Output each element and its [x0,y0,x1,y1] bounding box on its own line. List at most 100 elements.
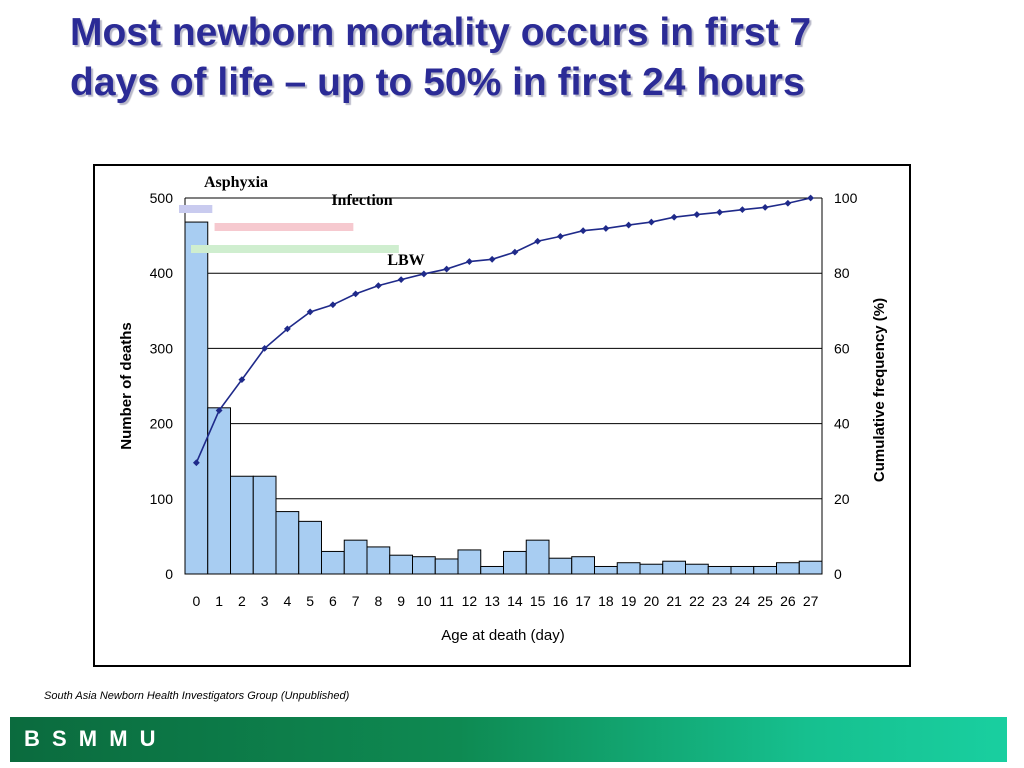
cumulative-marker-day-26 [784,199,792,207]
annotation-label-infection: Infection [331,192,392,209]
x-tick-label-9: 9 [397,593,405,609]
y-axis-label: Number of deaths [118,322,135,450]
x-tick-label-22: 22 [689,593,705,609]
cumulative-marker-day-3 [261,345,269,352]
y-tick-label-300: 300 [150,340,174,356]
cause-annotations: Asphyxia Infection LBW [179,174,425,269]
cumulative-marker-day-15 [534,237,542,245]
cumulative-marker-day-5 [306,308,314,316]
x-tick-label-24: 24 [735,593,751,609]
title-line-1: Most newborn mortality occurs in first 7 [70,11,812,54]
x-tick-label-15: 15 [530,593,546,609]
x-tick-label-3: 3 [261,593,269,609]
cumulative-marker-day-19 [625,221,633,229]
slide-title: Most newborn mortality occurs in first 7… [70,8,970,108]
bar-day-21 [662,560,686,575]
cumulative-marker-day-8 [374,282,382,290]
cumulative-marker-day-6 [329,301,337,309]
cumulative-marker-day-20 [647,218,655,226]
bar-day-5 [298,520,322,575]
bar-series [184,221,823,575]
cumulative-marker-day-4 [283,325,291,333]
x-tick-label-21: 21 [666,593,682,609]
bar-day-24 [730,565,755,575]
cumulative-marker-day-25 [761,204,769,211]
y2-tick-label-80: 80 [834,265,850,281]
bar-day-16 [548,557,573,575]
cumulative-marker-day-12 [465,258,473,265]
y2-tick-label-100: 100 [834,190,858,206]
y2-tick-label-60: 60 [834,340,850,356]
y2-tick-label-0: 0 [834,566,842,582]
bar-day-14 [503,550,527,575]
cumulative-marker-day-0 [192,459,200,467]
x-tick-label-6: 6 [329,593,337,609]
bar-day-17 [571,556,595,575]
x-tick-label-4: 4 [283,593,291,609]
y-tick-label-200: 200 [150,416,174,432]
bar-day-25 [753,565,777,575]
bar-day-20 [639,563,664,575]
y-tick-label-500: 500 [150,190,174,206]
y-tick-label-100: 100 [150,491,174,507]
x-tick-label-8: 8 [374,593,382,609]
x-tick-label-14: 14 [507,593,523,609]
x-tick-label-25: 25 [757,593,773,609]
bar-day-18 [594,565,618,575]
cumulative-marker-day-17 [579,227,587,235]
bar-day-7 [343,539,368,575]
cumulative-marker-day-1 [215,407,223,414]
annotation-label-asphyxia: Asphyxia [204,174,268,191]
annotation-bar-asphyxia [179,205,213,213]
x-tick-label-10: 10 [416,593,432,609]
y2-tick-label-40: 40 [834,416,850,432]
grid-lines [185,197,822,500]
bar-day-11 [434,558,459,575]
bar-day-26 [776,562,800,575]
bar-day-3 [252,475,277,575]
y-tick-label-0: 0 [165,566,173,582]
bar-day-19 [616,562,641,575]
x-tick-label-20: 20 [644,593,660,609]
x-tick-label-5: 5 [306,593,314,609]
x-tick-label-13: 13 [484,593,500,609]
footer-bar: B S M M U [10,717,1007,762]
bar-day-9 [389,554,413,575]
bar-day-23 [707,565,732,575]
bar-day-8 [366,546,391,575]
cumulative-marker-day-22 [693,211,701,218]
bar-day-13 [480,565,504,575]
title-line-2: days of life – up to 50% in first 24 hou… [70,61,805,104]
cumulative-line-series [192,194,815,467]
bar-day-6 [321,550,345,575]
source-citation: South Asia Newborn Health Investigators … [44,690,350,702]
cumulative-marker-day-2 [238,376,246,384]
cumulative-marker-day-9 [397,276,405,283]
bar-day-27 [798,560,823,575]
y2-axis-label: Cumulative frequency (%) [871,298,888,482]
cumulative-marker-day-7 [352,290,360,298]
bar-day-4 [275,511,300,575]
x-tick-label-26: 26 [780,593,796,609]
x-tick-label-1: 1 [215,593,223,609]
x-tick-label-16: 16 [553,593,569,609]
y2-tick-label-20: 20 [834,491,850,507]
y-tick-label-400: 400 [150,265,174,281]
cumulative-marker-day-14 [511,248,519,256]
cumulative-marker-day-18 [602,225,610,232]
x-tick-label-17: 17 [575,593,591,609]
annotation-bar-lbw [191,245,399,253]
cumulative-marker-day-24 [738,206,746,214]
annotation-label-lbw: LBW [387,252,424,269]
cumulative-marker-day-11 [443,265,451,273]
bar-day-22 [685,563,709,575]
x-tick-label-12: 12 [462,593,478,609]
cumulative-marker-day-16 [556,232,564,240]
cumulative-marker-day-21 [670,213,678,221]
x-tick-label-7: 7 [352,593,360,609]
cumulative-marker-day-23 [716,208,724,216]
x-tick-label-18: 18 [598,593,614,609]
x-tick-label-19: 19 [621,593,637,609]
bar-day-0 [184,221,209,575]
